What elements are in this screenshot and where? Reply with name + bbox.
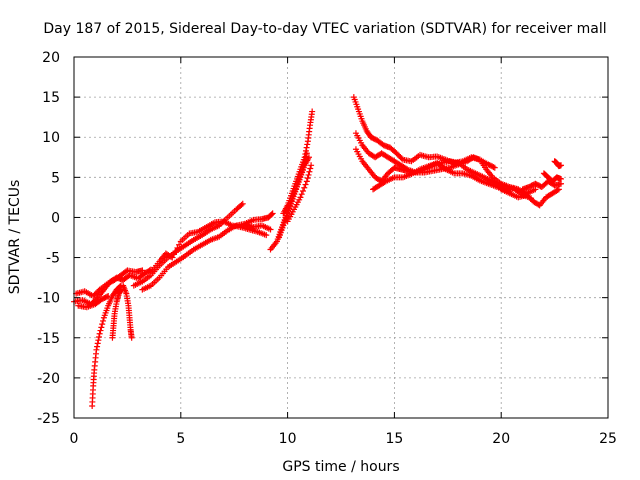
data-point [301, 184, 308, 191]
series-arc-g [130, 200, 246, 289]
data-point [94, 340, 101, 347]
data-point [303, 178, 310, 185]
data-point [305, 171, 312, 178]
axis-ticks: 0 5 10 15 20 25 20 15 10 5 0 -5 -10 -15 -20 -25 [37, 50, 617, 447]
y-tick-label: -25 [37, 411, 60, 427]
data-point [305, 154, 312, 161]
series-arc-j [241, 210, 276, 227]
chart-title: Day 187 of 2015, Sidereal Day-to-day VTE… [43, 21, 606, 37]
data-point [169, 254, 176, 261]
series-arc-n [284, 162, 315, 225]
data-point [297, 194, 304, 201]
data-point [239, 200, 246, 207]
data-point [238, 201, 245, 208]
series-arc-b [73, 267, 146, 300]
data-point [98, 324, 105, 331]
data-point [95, 337, 102, 344]
data-point [99, 321, 106, 328]
y-tick-label: 10 [42, 130, 60, 146]
data-point [267, 226, 274, 233]
x-tick-label: 25 [599, 431, 617, 447]
data-point [306, 168, 313, 175]
data-point [139, 267, 146, 274]
data-point [302, 151, 309, 158]
y-tick-label: 20 [42, 50, 60, 66]
data-point [172, 248, 179, 255]
data-points [71, 94, 565, 409]
data-point [490, 164, 497, 171]
data-point [268, 211, 275, 218]
data-point [170, 251, 177, 258]
data-point [100, 317, 107, 324]
data-point [532, 186, 539, 193]
series-arc-s [498, 186, 562, 209]
series-arc-t [519, 178, 565, 193]
y-tick-label: -20 [37, 371, 60, 387]
data-point [174, 244, 181, 251]
data-point [309, 108, 316, 115]
plot-frame [73, 56, 609, 419]
x-tick-label: 10 [279, 431, 297, 447]
data-point [269, 210, 276, 217]
series-arc-f [120, 282, 135, 341]
data-point [554, 187, 561, 194]
y-tick-label: -15 [37, 331, 60, 347]
data-point [307, 165, 314, 172]
data-point [299, 187, 306, 194]
series-arc-v [551, 158, 565, 170]
grid [74, 57, 608, 418]
data-point [103, 293, 110, 300]
data-point [298, 191, 305, 198]
y-axis-label: SDTVAR / TECUs [7, 180, 23, 295]
data-point [304, 175, 311, 182]
data-point [302, 181, 309, 188]
data-point [491, 164, 498, 171]
series-arc-l [280, 108, 316, 217]
data-point [558, 175, 565, 182]
x-tick-label: 0 [70, 431, 79, 447]
x-tick-label: 15 [385, 431, 403, 447]
data-point [93, 346, 100, 353]
data-point [263, 232, 270, 239]
y-tick-label: -5 [46, 251, 60, 267]
series-arc-d [89, 282, 124, 409]
series-arc-c [75, 293, 112, 311]
y-tick-label: 0 [51, 210, 60, 226]
series-arc-u [540, 170, 565, 185]
data-point [303, 144, 310, 151]
data-point [302, 147, 309, 154]
series-arc-e [109, 286, 124, 341]
data-point [558, 162, 565, 169]
data-point [95, 333, 102, 340]
y-tick-label: 5 [51, 170, 60, 186]
data-point [308, 162, 315, 169]
data-point [128, 334, 135, 341]
x-axis-label: GPS time / hours [282, 459, 399, 475]
data-point [304, 141, 311, 148]
series-arc-i [147, 218, 270, 275]
data-point [176, 241, 183, 248]
series-arc-m [276, 154, 312, 241]
data-point [97, 327, 104, 334]
x-tick-label: 5 [176, 431, 185, 447]
y-tick-label: -10 [37, 291, 60, 307]
y-tick-label: 15 [42, 90, 60, 106]
data-point [96, 330, 103, 337]
x-tick-label: 20 [492, 431, 510, 447]
data-point [94, 343, 101, 350]
